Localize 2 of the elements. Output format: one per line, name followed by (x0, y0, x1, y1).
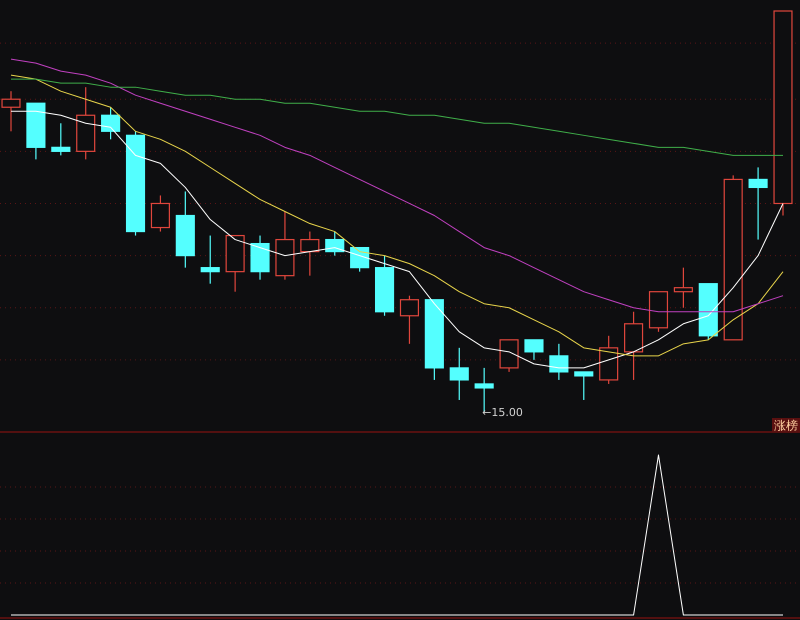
tag: 涨榜 (772, 418, 800, 432)
annotation: ←15.00 (482, 406, 523, 419)
